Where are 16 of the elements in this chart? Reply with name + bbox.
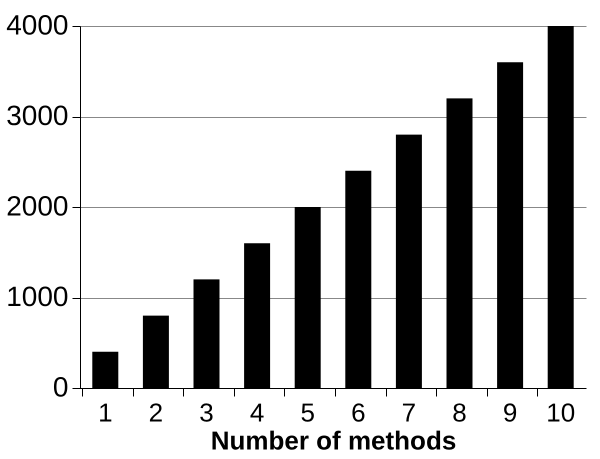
x-tick-label: 8 <box>452 398 467 428</box>
x-tick-label: 10 <box>546 398 576 428</box>
y-tick-label: 0 <box>52 372 68 402</box>
x-axis-title: Number of methods <box>210 426 456 456</box>
x-tick-label: 2 <box>148 398 164 428</box>
y-tick-label: 3000 <box>6 100 68 131</box>
x-tick-label: 1 <box>98 398 113 428</box>
y-tick-label: 1000 <box>6 281 68 312</box>
x-tick-label: 4 <box>250 398 264 428</box>
x-tick-label: 9 <box>502 398 518 428</box>
x-tick-label: 3 <box>199 398 214 428</box>
x-tick-label: 7 <box>402 398 416 428</box>
y-tick-label: 4000 <box>6 10 68 40</box>
x-tick-label: 5 <box>300 398 315 428</box>
x-tick-label: 6 <box>351 398 366 428</box>
y-tick-label: 2000 <box>6 190 68 222</box>
